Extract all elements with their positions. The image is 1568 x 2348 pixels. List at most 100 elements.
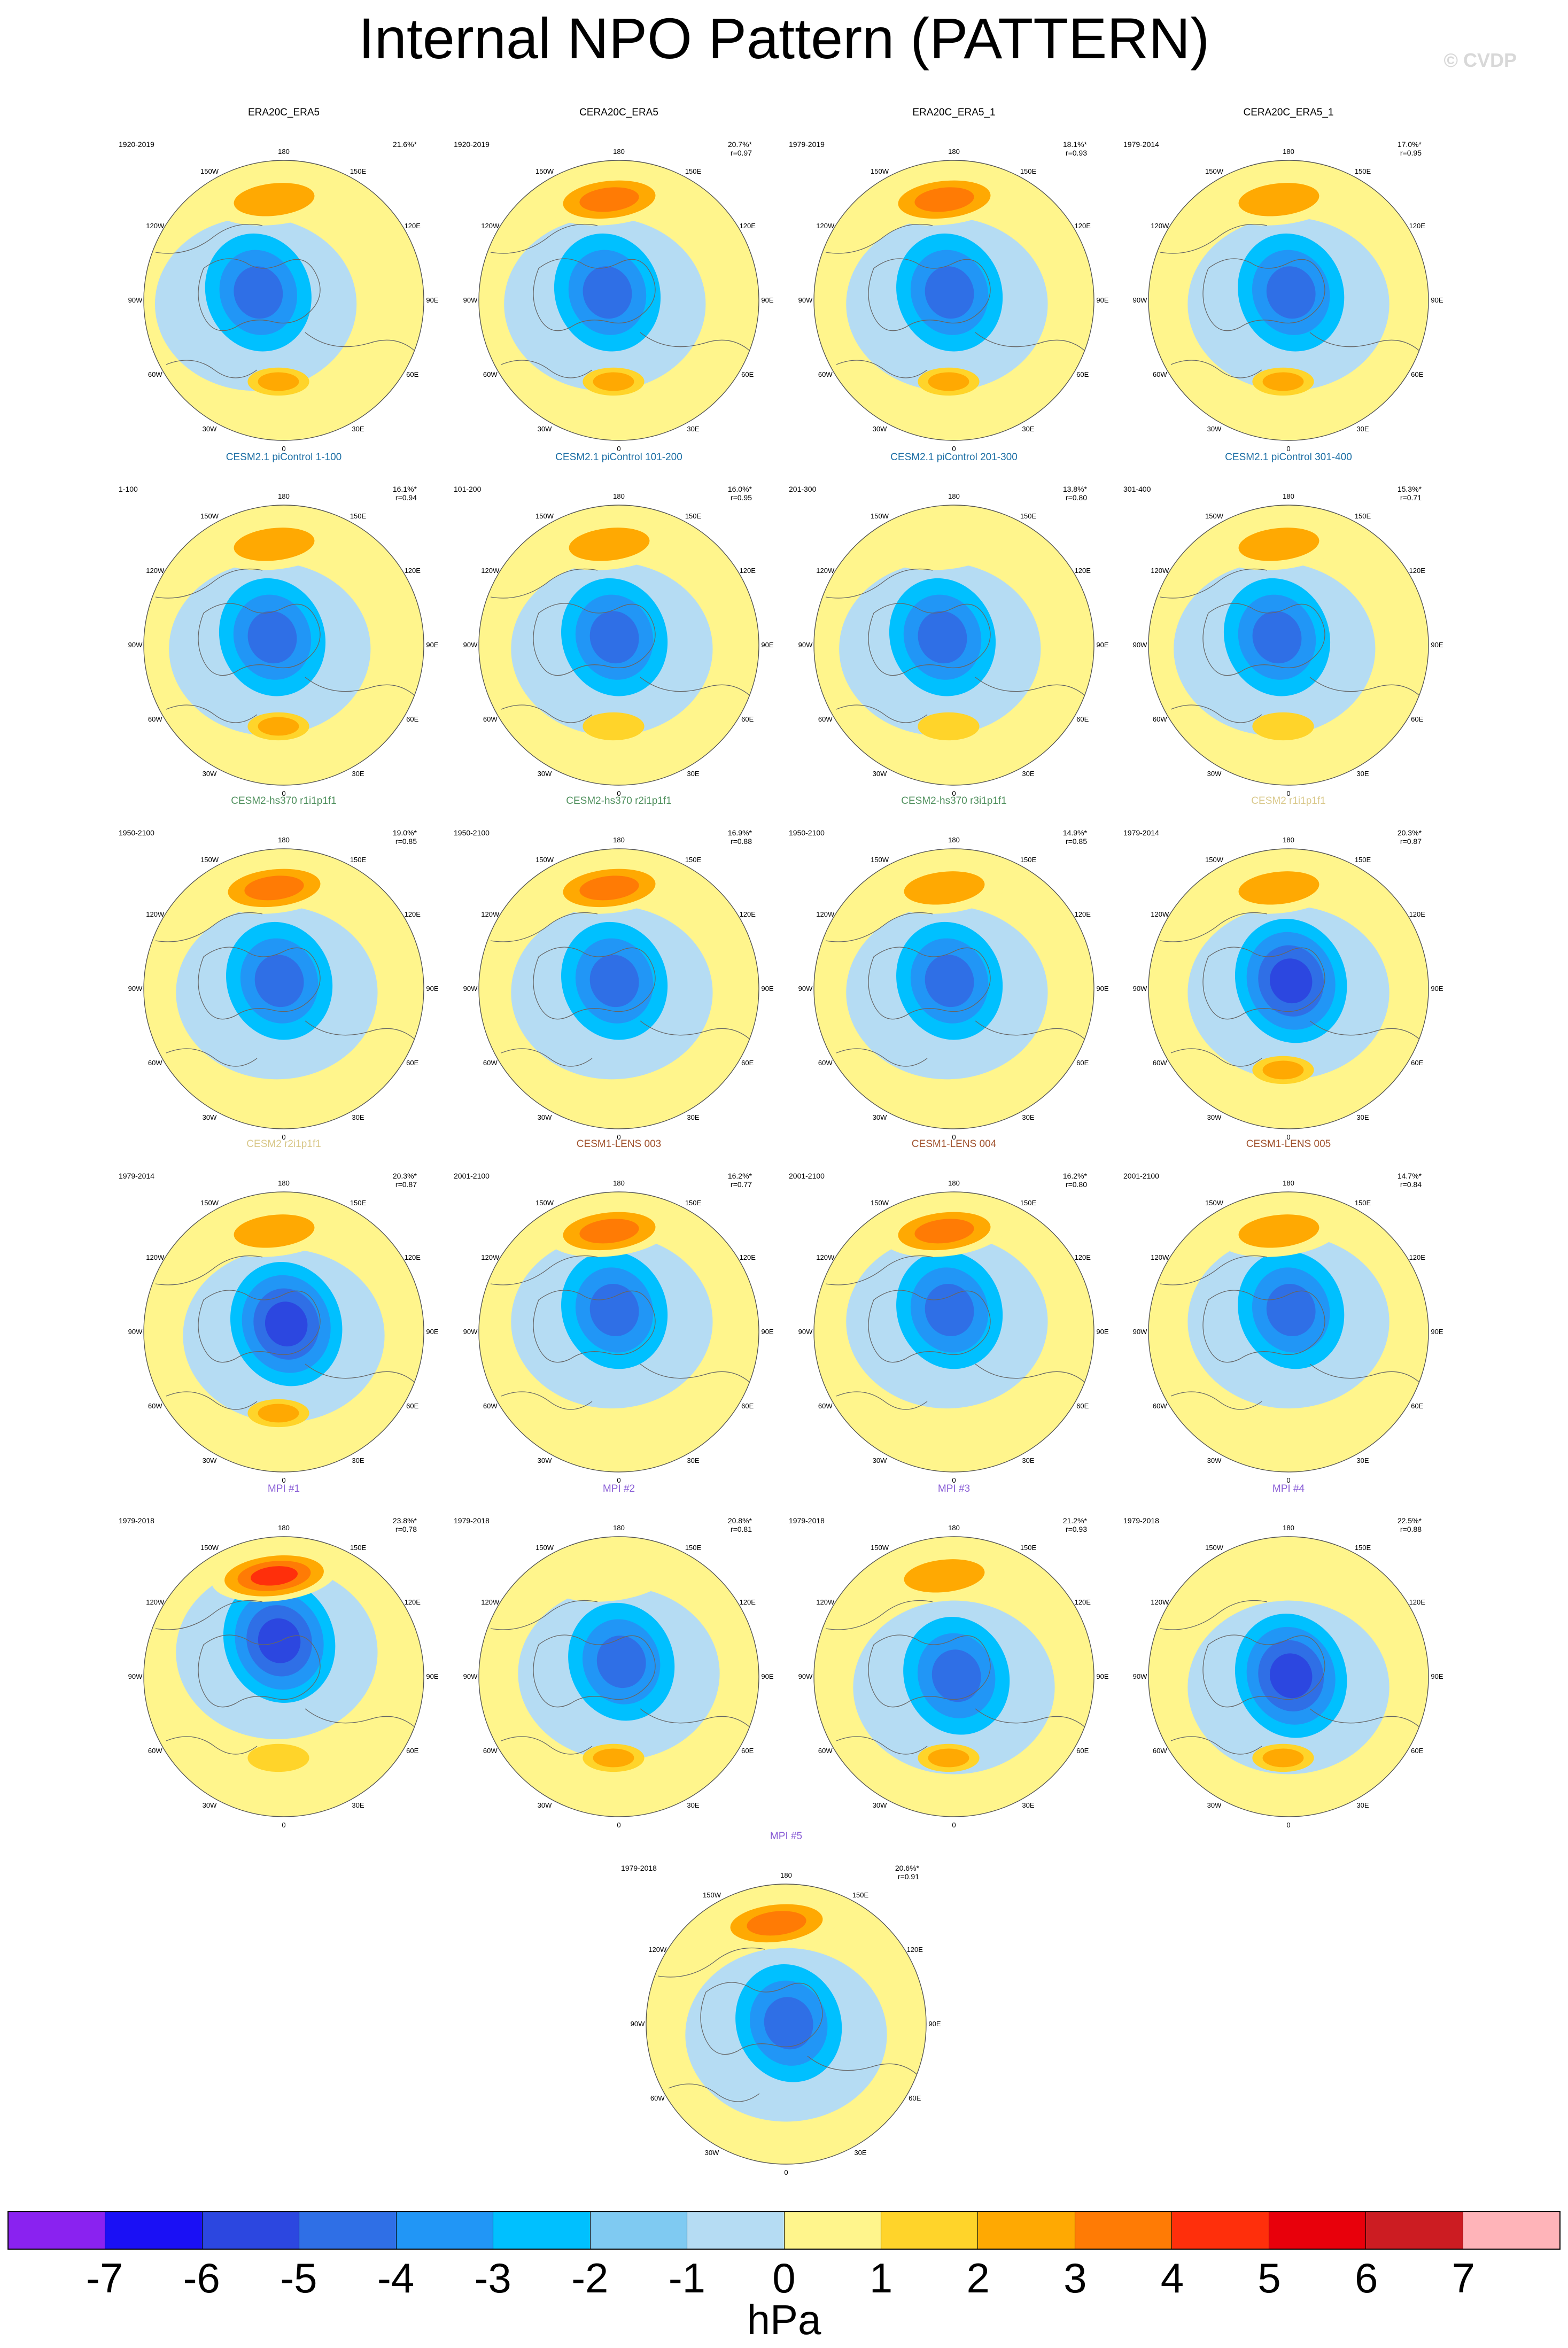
colorbar-tick-label: 5 [1257,2254,1281,2301]
low-contour [932,1649,981,1702]
polar-map [646,1884,927,2165]
panel-title: CESM2-hs370 r1i1p1f1 [231,795,337,807]
longitude-label: 60W [1152,715,1167,723]
low-contour [1266,266,1316,319]
pacific-high-contour [579,1219,639,1244]
map-boundary [1148,1191,1429,1473]
longitude-label: 0 [1286,1476,1291,1484]
longitude-label: 150E [1354,167,1371,176]
map-field [479,505,759,785]
longitude-label: 180 [613,148,625,156]
longitude-label: 150W [1205,1544,1223,1552]
panel-pattern-correlation: r=0.77 [730,1180,752,1189]
panel-pattern-correlation: r=0.88 [1400,1525,1422,1533]
low-contour [234,266,283,319]
pacific-high-contour [579,875,639,901]
map-field [479,1192,759,1472]
longitude-label: 150E [1020,512,1037,521]
map-panel: ERA20C_ERA5 1920-2019 21.6%* 180 150E 120E 90E… [117,107,451,453]
coastline [533,1290,656,1363]
map-panel: CERA20C_ERA5 1920-2019 20.7%* r=0.97 180 150E… [452,107,786,453]
coastline [198,1290,321,1363]
colorbar-swatch [784,2212,881,2249]
panel-title: CESM1-LENS 003 [576,1138,662,1150]
longitude-label: 0 [784,2168,788,2176]
panel-title: CESM1-LENS 004 [911,1138,997,1150]
colorbar-swatch [9,2212,106,2249]
longitude-label: 90E [1096,296,1109,304]
longitude-label: 90W [463,641,478,649]
map-boundary [813,848,1095,1129]
longitude-label: 60E [406,1059,419,1067]
polar-map [1148,1536,1429,1817]
low-contour [258,1618,301,1663]
panel-percent-variance: 23.8%* [392,1516,417,1525]
colorbar-tick-label: -3 [474,2254,511,2301]
longitude-label: 60E [741,1747,754,1755]
longitude-label: 60E [741,715,754,723]
pacific-high-contour [747,1911,806,1936]
longitude-label: 90E [426,641,439,649]
longitude-label: 180 [613,492,625,500]
map-panel: CESM2.1 piControl 301-400 301-400 15.3%* r=… [1121,452,1456,797]
polar-map [813,848,1095,1129]
map-panel: CESM1-LENS 003 2001-2100 16.2%* r=0.77 180 15… [452,1138,786,1484]
map-panel: CESM2-hs370 r2i1p1f1 1950-2100 16.9%* r=0.8… [452,795,786,1141]
coastline [657,1947,926,2102]
panel-percent-variance: 16.2%* [1062,1172,1087,1180]
atlantic-high-contour [593,372,634,391]
longitude-label: 90W [798,1672,813,1680]
longitude-label: 60E [909,2094,921,2102]
low-contour [918,611,967,664]
map-field [144,160,424,440]
longitude-label: 90E [761,641,774,649]
longitude-label: 120W [146,910,165,918]
longitude-label: 150W [703,1891,721,1900]
longitude-label: 60E [406,715,419,723]
map-boundary [813,1191,1095,1473]
atlantic-high-contour [247,1743,309,1772]
coastline [490,223,758,378]
longitude-label: 120E [404,1598,421,1606]
longitude-label: 30W [1207,424,1222,433]
longitude-label: 120W [1151,222,1169,230]
longitude-label: 30W [1207,1801,1222,1809]
pacific-high-contour [1238,528,1319,561]
longitude-label: 120E [1074,567,1091,575]
panel-period: 1979-2018 [621,1864,657,1872]
low-contour [925,1284,974,1336]
longitude-label: 150E [1020,1199,1037,1207]
panel-percent-variance: 18.1%* [1062,140,1087,149]
pacific-high-contour [914,1219,974,1244]
longitude-label: 120E [739,1253,756,1261]
longitude-label: 150W [871,1544,889,1552]
panel-pattern-correlation: r=0.97 [730,149,752,157]
longitude-label: 120E [1074,910,1091,918]
longitude-label: 120W [481,910,500,918]
panel-period: 301-400 [1123,485,1151,493]
atlantic-high-contour [258,717,299,736]
map-panel: MPI #1 1979-2018 23.8%* r=0.78 180 150E 120E 90… [117,1483,451,1829]
map-panel: CESM2.1 piControl 201-300 201-300 13.8%* r=… [787,452,1121,797]
longitude-label: 30E [1022,424,1035,433]
panel-pattern-correlation: r=0.80 [1065,493,1087,502]
longitude-label: 60W [818,1059,833,1067]
polar-map [478,160,759,441]
atlantic-high-contour [928,1748,969,1768]
coastline [1202,258,1325,331]
longitude-label: 150W [200,167,219,176]
map-panel: CESM2 r2i1p1f1 1979-2014 20.3%* r=0.87 180 15… [117,1138,451,1484]
longitude-label: 120W [648,1946,667,1954]
longitude-label: 0 [617,789,621,797]
longitude-label: 90E [426,1672,439,1680]
coastline [155,568,423,723]
longitude-label: 120W [1151,910,1169,918]
longitude-label: 90W [630,2020,645,2028]
panel-title: ERA20C_ERA5_1 [912,107,996,118]
colorbar-tick-label: 2 [966,2254,990,2301]
longitude-label: 180 [613,1524,625,1532]
map-boundary [143,505,424,786]
low-contour [925,955,974,1008]
map-field [144,1192,424,1472]
longitude-label: 60W [1152,370,1167,378]
